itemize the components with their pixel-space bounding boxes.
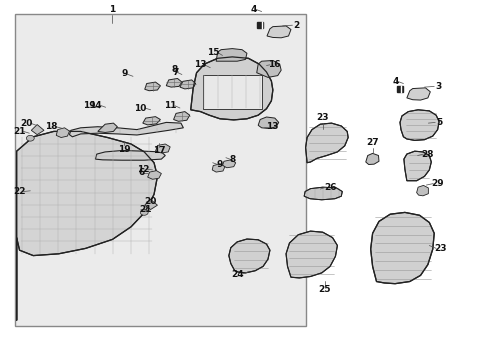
Text: 28: 28 bbox=[421, 150, 433, 159]
Text: 18: 18 bbox=[45, 122, 58, 131]
Polygon shape bbox=[399, 110, 438, 140]
Polygon shape bbox=[258, 117, 278, 129]
Text: 8: 8 bbox=[229, 156, 236, 164]
Text: 6: 6 bbox=[138, 168, 144, 177]
Text: 20: 20 bbox=[20, 119, 32, 128]
Text: 24: 24 bbox=[230, 270, 243, 279]
Text: 8: 8 bbox=[171, 65, 177, 74]
Polygon shape bbox=[285, 231, 337, 278]
Polygon shape bbox=[370, 212, 433, 284]
Text: 3: 3 bbox=[434, 82, 441, 91]
Text: 7: 7 bbox=[172, 68, 178, 77]
Polygon shape bbox=[144, 199, 157, 210]
Text: 19: 19 bbox=[118, 145, 130, 154]
Polygon shape bbox=[222, 160, 235, 168]
Text: 27: 27 bbox=[366, 138, 378, 147]
Polygon shape bbox=[142, 117, 160, 125]
Polygon shape bbox=[190, 57, 272, 120]
Text: 21: 21 bbox=[139, 205, 151, 214]
Text: 15: 15 bbox=[206, 48, 219, 57]
Bar bbox=[203, 75, 261, 109]
Text: 26: 26 bbox=[324, 183, 336, 192]
Text: 10: 10 bbox=[134, 104, 146, 113]
Circle shape bbox=[140, 210, 148, 215]
Polygon shape bbox=[266, 26, 290, 38]
Text: 12: 12 bbox=[136, 165, 149, 174]
Text: 13: 13 bbox=[266, 122, 279, 131]
Text: 4: 4 bbox=[391, 77, 398, 86]
Polygon shape bbox=[180, 80, 195, 89]
Text: 23: 23 bbox=[433, 244, 446, 253]
Text: 21: 21 bbox=[13, 127, 25, 136]
Polygon shape bbox=[56, 128, 69, 138]
Polygon shape bbox=[212, 164, 224, 172]
Text: 11: 11 bbox=[164, 102, 177, 111]
Polygon shape bbox=[155, 144, 170, 153]
Polygon shape bbox=[69, 122, 183, 137]
Text: 19: 19 bbox=[83, 102, 96, 111]
Circle shape bbox=[26, 135, 34, 141]
Text: 5: 5 bbox=[435, 118, 442, 127]
Text: 23: 23 bbox=[316, 113, 328, 122]
Text: 9: 9 bbox=[122, 69, 128, 78]
Text: 16: 16 bbox=[267, 60, 280, 69]
Polygon shape bbox=[406, 88, 429, 100]
Text: 2: 2 bbox=[293, 21, 299, 30]
Text: 25: 25 bbox=[318, 285, 330, 294]
Bar bbox=[15, 14, 305, 326]
Text: 22: 22 bbox=[13, 187, 25, 196]
Text: 14: 14 bbox=[89, 101, 102, 110]
Polygon shape bbox=[147, 171, 161, 179]
Polygon shape bbox=[98, 123, 117, 132]
Polygon shape bbox=[403, 151, 430, 181]
Text: 1: 1 bbox=[109, 5, 115, 14]
Text: 13: 13 bbox=[193, 60, 206, 69]
Polygon shape bbox=[305, 123, 347, 163]
Text: 9: 9 bbox=[216, 161, 223, 170]
Polygon shape bbox=[17, 131, 157, 320]
Text: 29: 29 bbox=[430, 179, 443, 188]
Polygon shape bbox=[365, 153, 378, 165]
Polygon shape bbox=[95, 150, 165, 160]
Polygon shape bbox=[166, 78, 182, 87]
Text: 17: 17 bbox=[152, 146, 165, 155]
Polygon shape bbox=[144, 82, 160, 91]
Polygon shape bbox=[304, 187, 342, 200]
Text: 20: 20 bbox=[144, 197, 157, 206]
Polygon shape bbox=[216, 49, 246, 61]
Polygon shape bbox=[173, 112, 189, 121]
Polygon shape bbox=[31, 125, 44, 135]
Polygon shape bbox=[228, 239, 269, 273]
Text: 4: 4 bbox=[250, 5, 256, 14]
Polygon shape bbox=[416, 185, 427, 196]
Polygon shape bbox=[256, 60, 281, 77]
